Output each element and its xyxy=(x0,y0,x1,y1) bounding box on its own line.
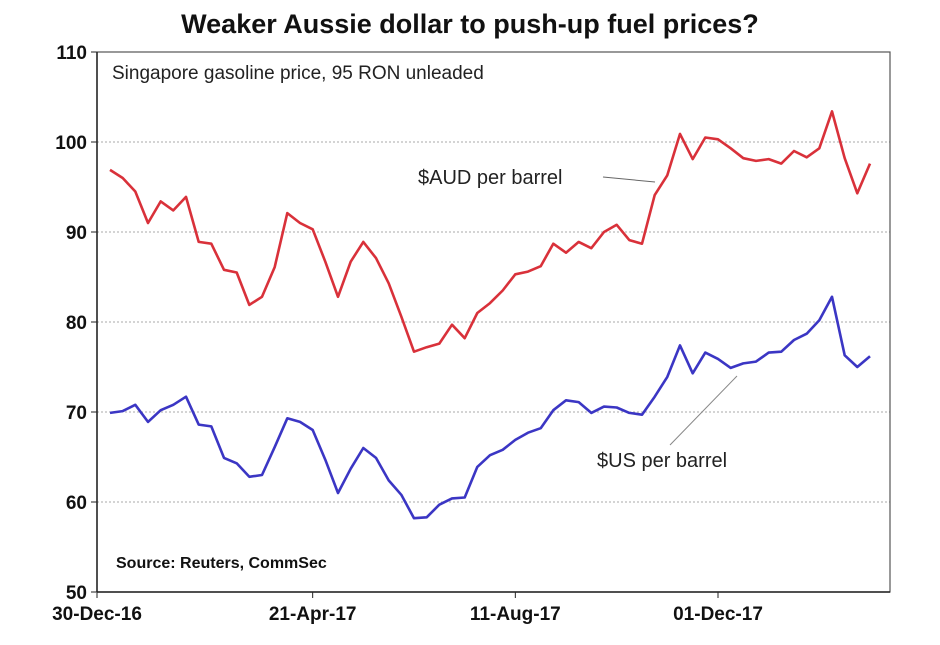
chart-title: Weaker Aussie dollar to push-up fuel pri… xyxy=(181,9,759,39)
y-tick-label: 100 xyxy=(55,133,87,154)
y-tick-label: 110 xyxy=(56,43,87,64)
us-series-label: $US per barrel xyxy=(597,450,727,472)
x-tick-label: 01-Dec-17 xyxy=(673,604,763,625)
series-group xyxy=(109,110,872,520)
us-leader-line xyxy=(669,375,738,446)
y-tick-label: 80 xyxy=(66,313,87,334)
x-tick-label: 21-Apr-17 xyxy=(269,604,357,625)
us-series-line xyxy=(109,295,871,520)
y-tick-label: 90 xyxy=(66,223,87,244)
aud-leader-line xyxy=(602,176,656,183)
gridlines xyxy=(97,141,890,503)
y-tick-label: 50 xyxy=(66,583,87,604)
y-tick-label: 70 xyxy=(66,403,87,424)
x-tick-label: 11-Aug-17 xyxy=(470,604,561,625)
source-note: Source: Reuters, CommSec xyxy=(116,555,327,572)
y-tick-label: 60 xyxy=(66,493,87,514)
x-tick-label: 30-Dec-16 xyxy=(52,604,142,625)
chart-subtitle: Singapore gasoline price, 95 RON unleade… xyxy=(112,63,484,84)
y-axis: 50 60 70 80 90 100 110 xyxy=(55,43,97,604)
aud-series-label: $AUD per barrel xyxy=(418,167,563,189)
x-axis: 30-Dec-16 21-Apr-17 11-Aug-17 01-Dec-17 xyxy=(52,592,763,625)
